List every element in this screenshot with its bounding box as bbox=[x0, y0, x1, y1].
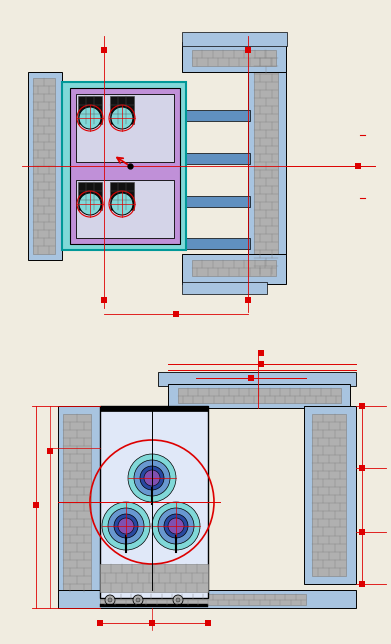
Circle shape bbox=[111, 193, 133, 215]
Bar bbox=[182, 196, 250, 207]
Bar bbox=[70, 88, 180, 244]
Bar bbox=[258, 361, 264, 367]
Bar bbox=[97, 620, 103, 626]
Circle shape bbox=[176, 598, 180, 602]
Bar bbox=[182, 254, 286, 284]
Bar bbox=[304, 406, 356, 584]
Bar bbox=[182, 153, 250, 164]
Circle shape bbox=[118, 518, 134, 534]
Bar bbox=[100, 594, 306, 605]
Bar bbox=[78, 182, 102, 210]
Circle shape bbox=[133, 595, 143, 605]
Bar bbox=[33, 502, 39, 508]
Bar bbox=[33, 78, 55, 254]
Bar bbox=[100, 564, 208, 592]
Bar bbox=[58, 406, 100, 598]
Circle shape bbox=[102, 502, 150, 550]
Bar bbox=[248, 42, 286, 282]
Bar bbox=[182, 282, 267, 294]
Bar bbox=[100, 604, 208, 607]
Bar bbox=[182, 110, 250, 121]
Circle shape bbox=[140, 466, 164, 490]
Bar bbox=[245, 297, 251, 303]
Bar bbox=[173, 311, 179, 317]
Bar bbox=[28, 72, 62, 260]
Circle shape bbox=[144, 470, 160, 486]
Bar bbox=[205, 620, 211, 626]
Bar bbox=[248, 375, 254, 381]
Bar bbox=[78, 96, 102, 124]
Bar bbox=[100, 406, 208, 411]
Circle shape bbox=[111, 107, 133, 129]
Bar bbox=[182, 32, 287, 46]
Bar bbox=[158, 372, 356, 386]
Bar bbox=[101, 47, 107, 53]
Bar bbox=[359, 581, 365, 587]
Circle shape bbox=[173, 595, 183, 605]
Bar bbox=[182, 42, 286, 72]
Bar bbox=[76, 180, 174, 238]
Bar bbox=[100, 406, 208, 598]
Bar bbox=[110, 96, 134, 124]
Bar bbox=[355, 163, 361, 169]
Bar bbox=[62, 82, 186, 250]
Circle shape bbox=[79, 107, 101, 129]
Circle shape bbox=[152, 502, 200, 550]
Bar bbox=[359, 465, 365, 471]
Bar bbox=[312, 414, 346, 576]
Circle shape bbox=[108, 508, 144, 544]
Circle shape bbox=[108, 598, 112, 602]
Bar bbox=[254, 50, 278, 274]
Circle shape bbox=[164, 514, 188, 538]
Bar bbox=[182, 238, 250, 249]
Bar bbox=[149, 620, 155, 626]
Bar bbox=[258, 350, 264, 356]
Circle shape bbox=[134, 460, 170, 496]
Bar bbox=[63, 414, 91, 592]
Bar bbox=[245, 47, 251, 53]
Bar bbox=[58, 590, 356, 608]
Circle shape bbox=[114, 514, 138, 538]
Bar bbox=[168, 384, 350, 408]
Circle shape bbox=[168, 518, 184, 534]
Circle shape bbox=[158, 508, 194, 544]
Circle shape bbox=[79, 193, 101, 215]
Bar bbox=[192, 50, 276, 66]
Circle shape bbox=[105, 595, 115, 605]
Bar bbox=[76, 94, 174, 162]
Bar bbox=[192, 260, 276, 276]
Circle shape bbox=[128, 454, 176, 502]
Bar bbox=[47, 448, 53, 454]
Bar bbox=[178, 388, 341, 403]
Bar bbox=[110, 182, 134, 210]
Bar bbox=[101, 297, 107, 303]
Circle shape bbox=[136, 598, 140, 602]
Bar bbox=[359, 403, 365, 409]
Bar bbox=[359, 529, 365, 535]
